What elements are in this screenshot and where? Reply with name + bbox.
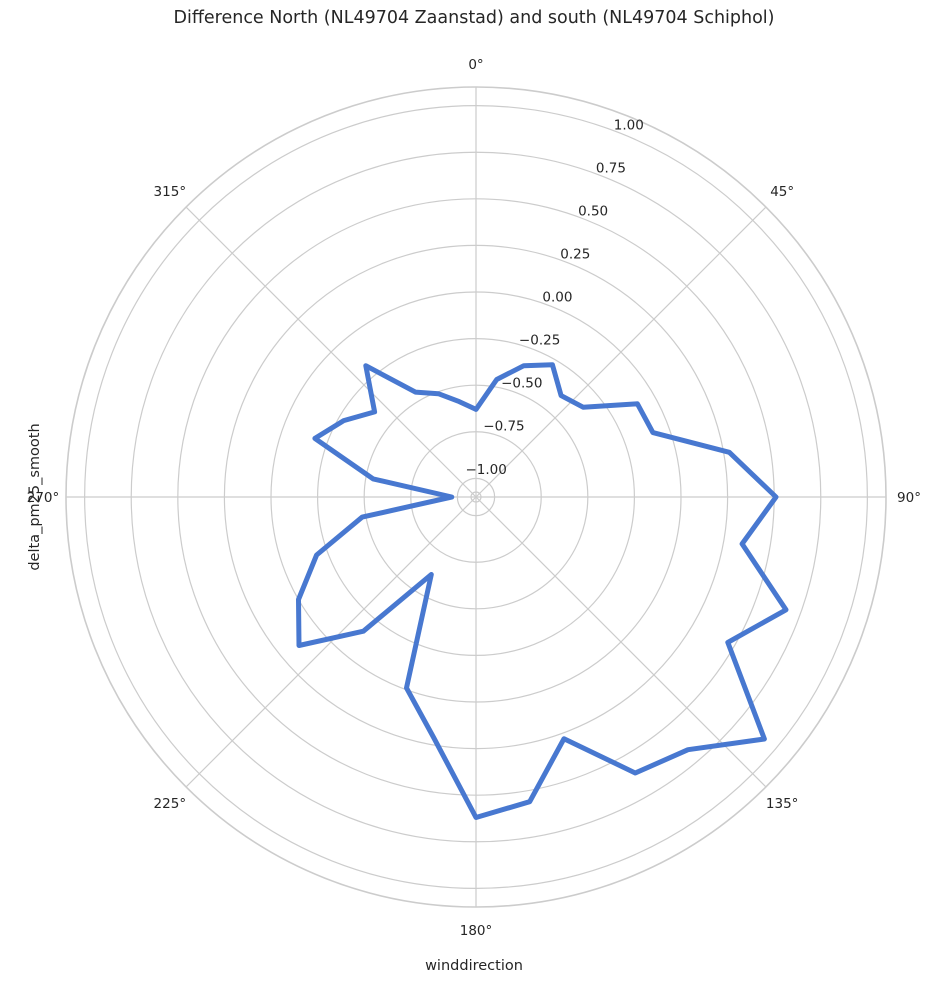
angle-tick-label: 135° xyxy=(766,796,799,812)
angle-tick-label: 270° xyxy=(27,490,60,506)
radial-tick-label: 0.00 xyxy=(542,290,572,306)
series-line xyxy=(296,362,789,820)
angular-gridline xyxy=(475,496,767,788)
y-axis-label: delta_pm25_smooth xyxy=(27,423,43,571)
radial-tick-label: 1.00 xyxy=(614,117,644,133)
angular-gridline xyxy=(475,206,767,498)
angle-tick-label: 180° xyxy=(460,923,493,939)
angular-gridline xyxy=(185,496,477,788)
chart-title: Difference North (NL49704 Zaanstad) and … xyxy=(173,8,775,28)
radial-tick-label: 0.75 xyxy=(596,160,626,176)
angle-tick-label: 225° xyxy=(154,796,187,812)
radial-tick-label: −0.75 xyxy=(483,419,524,435)
radial-tick-label: 0.25 xyxy=(560,247,590,263)
x-axis-label: winddirection xyxy=(425,958,523,974)
angle-tick-label: 45° xyxy=(770,184,794,200)
angular-gridline xyxy=(185,206,477,498)
radial-tick-label: −0.50 xyxy=(501,376,542,392)
radial-tick-label: −0.25 xyxy=(519,333,560,349)
radial-tick-label: −1.00 xyxy=(465,462,506,478)
angle-tick-label: 315° xyxy=(154,184,187,200)
radial-tick-label: 0.50 xyxy=(578,204,608,220)
angle-tick-label: 90° xyxy=(897,490,921,506)
angle-tick-label: 0° xyxy=(468,57,483,73)
polar-frame xyxy=(65,86,887,908)
